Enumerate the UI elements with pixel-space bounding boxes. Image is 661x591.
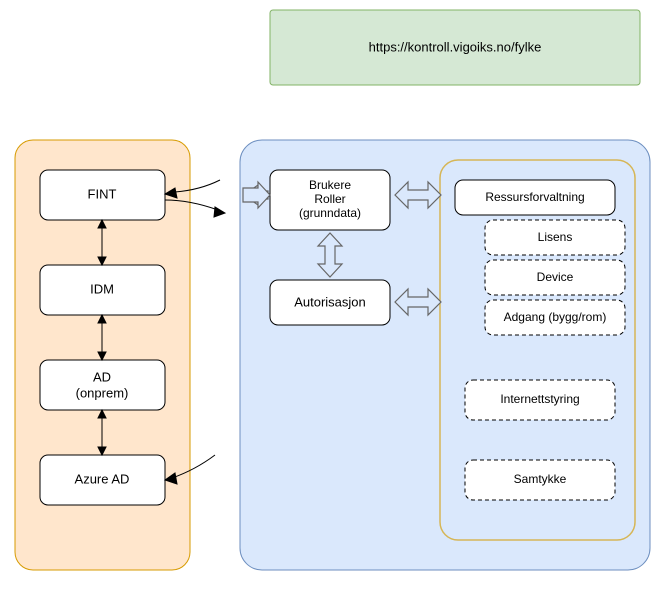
node-ad-onprem: AD (onprem) [40,360,165,410]
svg-text:Roller: Roller [314,192,345,206]
right-panel: Brukere Roller (grunndata) Autorisasjon … [240,140,650,570]
node-internettstyring: Internettstyring [465,380,615,420]
node-brukere-roller: Brukere Roller (grunndata) [270,170,390,230]
svg-text:(onprem): (onprem) [76,385,129,400]
svg-text:Adgang (bygg/rom): Adgang (bygg/rom) [504,310,607,324]
node-device: Device [485,260,625,295]
svg-text:AD: AD [93,369,111,384]
svg-text:Samtykke: Samtykke [514,472,567,486]
svg-text:Brukere: Brukere [309,178,351,192]
node-fint: FINT [40,170,165,220]
svg-text:FINT: FINT [88,186,117,201]
left-panel: FINT IDM AD (onprem) Azure AD [15,140,190,570]
svg-text:Ressursforvaltning: Ressursforvaltning [485,190,584,204]
svg-text:Device: Device [537,270,574,284]
node-lisens: Lisens [485,220,625,255]
svg-text:Autorisasjon: Autorisasjon [294,294,366,309]
architecture-diagram: https://kontroll.vigoiks.no/fylke FINT I… [0,0,661,591]
svg-text:(grunndata): (grunndata) [299,206,361,220]
node-adgang: Adgang (bygg/rom) [485,300,625,335]
svg-text:Internettstyring: Internettstyring [500,392,579,406]
svg-text:Azure AD: Azure AD [75,471,130,486]
node-autorisasjon: Autorisasjon [270,280,390,325]
node-azure-ad: Azure AD [40,455,165,505]
node-idm: IDM [40,265,165,315]
header-url-box: https://kontroll.vigoiks.no/fylke [270,10,640,85]
node-ressursforvaltning: Ressursforvaltning [455,180,615,215]
header-url-text: https://kontroll.vigoiks.no/fylke [369,39,542,54]
svg-text:IDM: IDM [90,281,114,296]
svg-text:Lisens: Lisens [538,230,573,244]
node-samtykke: Samtykke [465,460,615,500]
